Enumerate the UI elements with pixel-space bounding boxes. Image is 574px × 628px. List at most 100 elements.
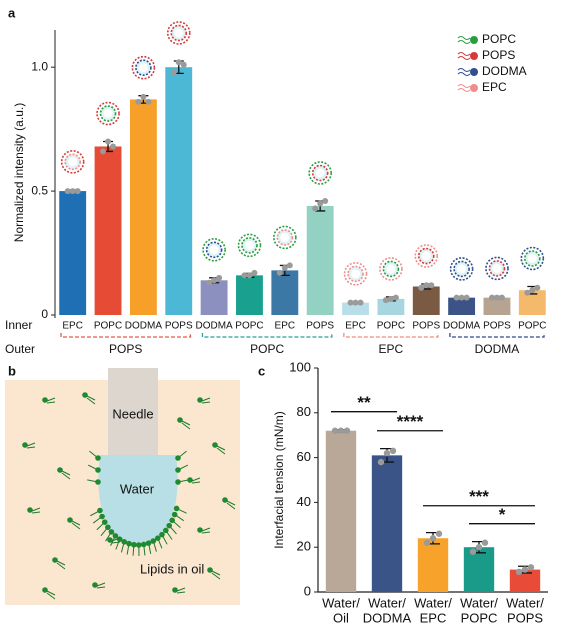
data-point xyxy=(423,282,430,289)
x-tick-label: Water/ xyxy=(368,595,406,610)
bar xyxy=(377,298,405,315)
inner-label: POPS xyxy=(165,321,193,332)
needle xyxy=(108,368,158,458)
y-tick-label: 0.5 xyxy=(31,183,48,197)
inner-label: EPC xyxy=(275,321,296,332)
data-point xyxy=(276,269,283,276)
outer-label: DODMA xyxy=(475,342,520,356)
free-lipid-head xyxy=(207,567,213,573)
y-axis-label: Interfacial tension (mN/m) xyxy=(272,411,286,548)
bar xyxy=(371,455,403,592)
free-lipid-head xyxy=(22,442,28,448)
inner-label: EPC xyxy=(62,321,83,332)
y-tick-label: 0 xyxy=(304,583,311,598)
free-lipid-tail xyxy=(201,397,211,404)
data-point xyxy=(241,272,248,279)
inner-label: DODMA xyxy=(195,321,233,332)
legend-swatch xyxy=(470,84,478,92)
free-lipid-tail xyxy=(31,507,41,514)
data-point xyxy=(110,143,117,150)
inner-label: EPC xyxy=(345,321,366,332)
data-point xyxy=(498,294,505,301)
free-lipid-tail xyxy=(181,420,191,430)
free-lipid-head xyxy=(212,442,218,448)
free-lipid-head xyxy=(52,557,58,563)
y-tick-label: 100 xyxy=(289,359,311,374)
data-point xyxy=(337,427,345,434)
bar xyxy=(200,280,228,315)
lipid-head xyxy=(162,527,169,534)
panel-label: b xyxy=(8,363,16,378)
bar xyxy=(483,297,511,315)
free-lipid-tail xyxy=(96,582,106,589)
legend-label: DODMA xyxy=(482,64,527,78)
bar xyxy=(509,569,541,592)
vesicle-core xyxy=(103,109,113,119)
bar xyxy=(463,547,495,592)
free-lipid-tail xyxy=(71,520,81,530)
data-point xyxy=(246,272,253,279)
free-lipid-head xyxy=(42,587,48,593)
data-point xyxy=(524,289,531,296)
lipid-head xyxy=(145,540,152,546)
legend-swatch xyxy=(470,68,478,76)
bar xyxy=(325,430,357,592)
lipid-head xyxy=(140,541,147,548)
data-point xyxy=(64,188,71,195)
data-point xyxy=(435,530,443,537)
free-lipid-head xyxy=(222,497,228,503)
free-lipid-tail xyxy=(216,445,226,455)
x-tick-label: Water/ xyxy=(414,595,452,610)
data-point xyxy=(488,294,495,301)
free-lipid-head xyxy=(82,392,88,398)
lipid-head xyxy=(95,479,101,485)
free-lipid-tail xyxy=(46,590,56,600)
data-point xyxy=(286,262,293,269)
bar xyxy=(271,270,299,315)
x-tick-label: Water/ xyxy=(322,595,360,610)
vesicle-core xyxy=(174,28,184,38)
x-tick-label: POPC xyxy=(461,610,498,625)
data-point xyxy=(382,297,389,304)
data-point xyxy=(105,138,112,145)
vesicle-core xyxy=(386,264,396,274)
inner-label: DODMA xyxy=(125,321,163,332)
needle-label: Needle xyxy=(112,406,153,421)
inner-label: POPC xyxy=(235,321,263,332)
data-point xyxy=(423,539,431,546)
data-point xyxy=(493,294,500,301)
y-tick-label: 40 xyxy=(297,494,311,509)
legend-tail xyxy=(457,52,471,60)
data-point xyxy=(312,205,319,212)
lipid-head xyxy=(175,467,181,473)
vesicle-core xyxy=(527,254,537,263)
group-bracket xyxy=(343,333,439,338)
x-tick-label: POPS xyxy=(507,610,543,625)
lipid-head xyxy=(95,455,101,461)
vesicle-core xyxy=(280,232,290,242)
lipids xyxy=(22,392,236,600)
bar xyxy=(165,67,193,315)
free-lipid-tail xyxy=(226,500,236,510)
free-lipid-head xyxy=(42,397,48,403)
significance-label: * xyxy=(499,505,506,524)
bar xyxy=(306,205,334,315)
data-point xyxy=(387,295,394,302)
legend-tail xyxy=(457,84,471,92)
inner-label: POPS xyxy=(306,321,334,332)
data-point xyxy=(521,566,529,573)
data-point xyxy=(534,284,541,291)
x-tick-label: DODMA xyxy=(363,610,412,625)
free-lipid-head xyxy=(27,507,33,513)
lipid-head xyxy=(108,529,115,535)
data-point xyxy=(281,264,288,271)
group-bracket xyxy=(449,333,545,338)
data-point xyxy=(74,188,81,195)
vesicle-core xyxy=(421,251,431,261)
x-tick-label: Water/ xyxy=(460,595,498,610)
data-point xyxy=(429,535,437,542)
free-lipid-tail xyxy=(111,537,121,544)
data-point xyxy=(453,294,460,301)
x-tick-label: EPC xyxy=(420,610,447,625)
vesicle-core xyxy=(138,63,148,73)
